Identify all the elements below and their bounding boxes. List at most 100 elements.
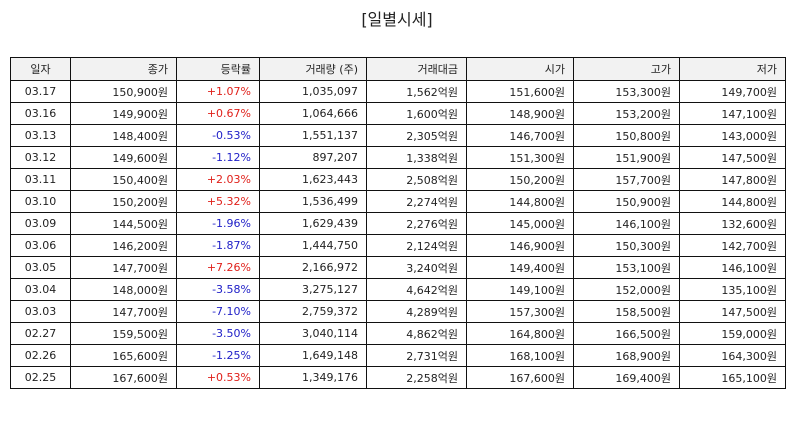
cell-low: 147,100원 bbox=[679, 102, 786, 125]
cell-volume: 1,064,666 bbox=[259, 102, 367, 125]
table-body: 03.17 150,900원 +1.07% 1,035,097 1,562억원 151,6… bbox=[10, 80, 786, 389]
cell-high: 157,700원 bbox=[573, 168, 680, 191]
cell-high: 166,500원 bbox=[573, 322, 680, 345]
cell-volume: 1,349,176 bbox=[259, 366, 367, 389]
cell-high: 151,900원 bbox=[573, 146, 680, 169]
cell-change: +2.03% bbox=[176, 168, 260, 191]
cell-close: 149,900원 bbox=[70, 102, 177, 125]
table-row: 03.16 149,900원 +0.67% 1,064,666 1,600억원 148,9… bbox=[10, 102, 786, 125]
cell-high: 146,100원 bbox=[573, 212, 680, 235]
cell-low: 147,500원 bbox=[679, 146, 786, 169]
cell-volume: 897,207 bbox=[259, 146, 367, 169]
page-title: [일별시세] bbox=[361, 10, 433, 29]
table-row: 03.13 148,400원 -0.53% 1,551,137 2,305억원 146,7… bbox=[10, 124, 786, 147]
cell-low: 165,100원 bbox=[679, 366, 786, 389]
cell-change: +7.26% bbox=[176, 256, 260, 279]
cell-volume: 3,275,127 bbox=[259, 278, 367, 301]
column-header-open: 시가 bbox=[466, 57, 574, 81]
cell-high: 153,300원 bbox=[573, 80, 680, 103]
table-row: 02.26 165,600원 -1.25% 1,649,148 2,731억원 168,1… bbox=[10, 344, 786, 367]
cell-change: +1.07% bbox=[176, 80, 260, 103]
cell-low: 147,500원 bbox=[679, 300, 786, 323]
cell-open: 168,100원 bbox=[466, 344, 574, 367]
cell-change: -1.12% bbox=[176, 146, 260, 169]
column-header-amount: 거래대금 bbox=[366, 57, 467, 81]
cell-low: 159,000원 bbox=[679, 322, 786, 345]
cell-low: 143,000원 bbox=[679, 124, 786, 147]
cell-amount: 4,862억원 bbox=[366, 322, 467, 345]
cell-close: 150,900원 bbox=[70, 80, 177, 103]
cell-close: 148,000원 bbox=[70, 278, 177, 301]
cell-open: 167,600원 bbox=[466, 366, 574, 389]
cell-volume: 1,551,137 bbox=[259, 124, 367, 147]
cell-change: -3.58% bbox=[176, 278, 260, 301]
column-header-change: 등락률 bbox=[176, 57, 260, 81]
table-row: 03.04 148,000원 -3.58% 3,275,127 4,642억원 149,1… bbox=[10, 278, 786, 301]
cell-date: 03.11 bbox=[10, 168, 71, 191]
cell-low: 164,300원 bbox=[679, 344, 786, 367]
cell-change: +0.53% bbox=[176, 366, 260, 389]
cell-open: 157,300원 bbox=[466, 300, 574, 323]
cell-low: 147,800원 bbox=[679, 168, 786, 191]
cell-change: -0.53% bbox=[176, 124, 260, 147]
cell-close: 147,700원 bbox=[70, 256, 177, 279]
table-row: 03.17 150,900원 +1.07% 1,035,097 1,562억원 151,6… bbox=[10, 80, 786, 103]
table-row: 03.11 150,400원 +2.03% 1,623,443 2,508억원 150,2… bbox=[10, 168, 786, 191]
cell-date: 03.10 bbox=[10, 190, 71, 213]
cell-low: 132,600원 bbox=[679, 212, 786, 235]
cell-amount: 2,305억원 bbox=[366, 124, 467, 147]
cell-volume: 2,166,972 bbox=[259, 256, 367, 279]
cell-high: 153,200원 bbox=[573, 102, 680, 125]
cell-change: -1.87% bbox=[176, 234, 260, 257]
cell-date: 03.13 bbox=[10, 124, 71, 147]
cell-close: 144,500원 bbox=[70, 212, 177, 235]
cell-amount: 1,600억원 bbox=[366, 102, 467, 125]
cell-close: 165,600원 bbox=[70, 344, 177, 367]
cell-date: 03.04 bbox=[10, 278, 71, 301]
cell-low: 135,100원 bbox=[679, 278, 786, 301]
cell-high: 150,900원 bbox=[573, 190, 680, 213]
table-header-row: 일자 종가 등락률 거래량 (주) 거래대금 시가 고가 저가 bbox=[10, 57, 786, 81]
cell-volume: 1,035,097 bbox=[259, 80, 367, 103]
cell-open: 146,900원 bbox=[466, 234, 574, 257]
table-row: 03.03 147,700원 -7.10% 2,759,372 4,289억원 157,3… bbox=[10, 300, 786, 323]
table-row: 03.10 150,200원 +5.32% 1,536,499 2,274억원 144,8… bbox=[10, 190, 786, 213]
cell-amount: 2,276억원 bbox=[366, 212, 467, 235]
cell-volume: 1,623,443 bbox=[259, 168, 367, 191]
cell-amount: 2,508억원 bbox=[366, 168, 467, 191]
cell-close: 150,400원 bbox=[70, 168, 177, 191]
cell-low: 146,100원 bbox=[679, 256, 786, 279]
cell-amount: 2,124억원 bbox=[366, 234, 467, 257]
cell-amount: 2,274억원 bbox=[366, 190, 467, 213]
column-header-high: 고가 bbox=[573, 57, 680, 81]
cell-open: 150,200원 bbox=[466, 168, 574, 191]
column-header-volume: 거래량 (주) bbox=[259, 57, 367, 81]
cell-volume: 1,536,499 bbox=[259, 190, 367, 213]
cell-amount: 2,258억원 bbox=[366, 366, 467, 389]
cell-date: 03.09 bbox=[10, 212, 71, 235]
column-header-date: 일자 bbox=[10, 57, 71, 81]
cell-date: 03.12 bbox=[10, 146, 71, 169]
cell-date: 02.27 bbox=[10, 322, 71, 345]
cell-change: -1.25% bbox=[176, 344, 260, 367]
cell-volume: 1,444,750 bbox=[259, 234, 367, 257]
cell-high: 153,100원 bbox=[573, 256, 680, 279]
cell-change: -1.96% bbox=[176, 212, 260, 235]
cell-open: 149,100원 bbox=[466, 278, 574, 301]
cell-amount: 2,731억원 bbox=[366, 344, 467, 367]
cell-date: 03.16 bbox=[10, 102, 71, 125]
cell-high: 158,500원 bbox=[573, 300, 680, 323]
cell-high: 150,300원 bbox=[573, 234, 680, 257]
cell-high: 150,800원 bbox=[573, 124, 680, 147]
cell-open: 151,300원 bbox=[466, 146, 574, 169]
table-row: 03.06 146,200원 -1.87% 1,444,750 2,124억원 146,9… bbox=[10, 234, 786, 257]
cell-high: 169,400원 bbox=[573, 366, 680, 389]
cell-date: 03.17 bbox=[10, 80, 71, 103]
cell-open: 146,700원 bbox=[466, 124, 574, 147]
column-header-low: 저가 bbox=[679, 57, 786, 81]
cell-volume: 2,759,372 bbox=[259, 300, 367, 323]
cell-close: 159,500원 bbox=[70, 322, 177, 345]
cell-volume: 1,649,148 bbox=[259, 344, 367, 367]
cell-amount: 4,642억원 bbox=[366, 278, 467, 301]
